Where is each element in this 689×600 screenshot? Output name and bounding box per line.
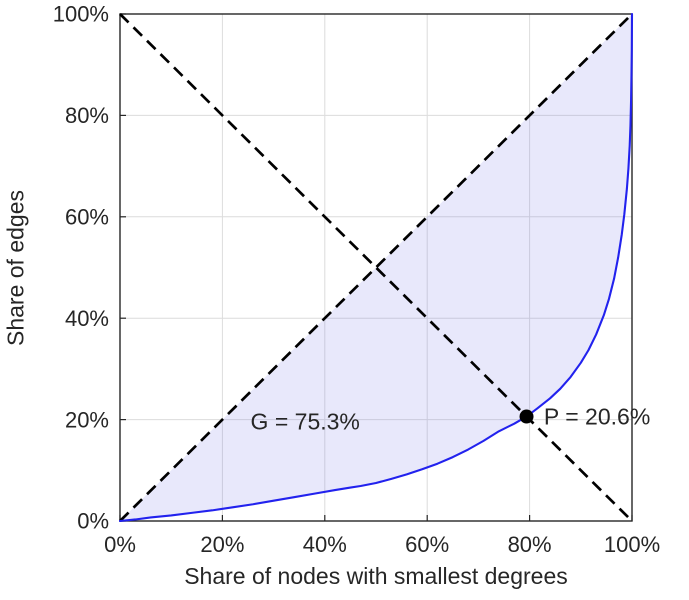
y-axis-label: Share of edges bbox=[2, 189, 29, 346]
x-tick-label: 80% bbox=[508, 532, 552, 557]
y-tick-label: 80% bbox=[65, 103, 109, 128]
equality-diagonal bbox=[119, 13, 633, 522]
x-tick-label: 100% bbox=[604, 532, 660, 557]
x-axis-label: Share of nodes with smallest degrees bbox=[184, 563, 568, 589]
gini-annotation: G = 75.3% bbox=[251, 409, 360, 435]
lorenz-curve bbox=[118, 12, 634, 523]
y-tick-label: 100% bbox=[53, 2, 109, 27]
x-tick-label: 40% bbox=[303, 532, 347, 557]
p-annotation: P = 20.6% bbox=[544, 404, 650, 430]
intersection-point bbox=[519, 409, 534, 424]
y-tick-label: 0% bbox=[77, 509, 109, 534]
x-tick-label: 60% bbox=[405, 532, 449, 557]
y-tick-label: 60% bbox=[65, 205, 109, 230]
x-tick-label: 0% bbox=[104, 532, 136, 557]
x-tick-label: 20% bbox=[200, 532, 244, 557]
plot-border bbox=[119, 13, 633, 522]
y-tick-label: 20% bbox=[65, 407, 109, 432]
anti-diagonal bbox=[119, 13, 633, 522]
y-tick-label: 40% bbox=[65, 306, 109, 331]
